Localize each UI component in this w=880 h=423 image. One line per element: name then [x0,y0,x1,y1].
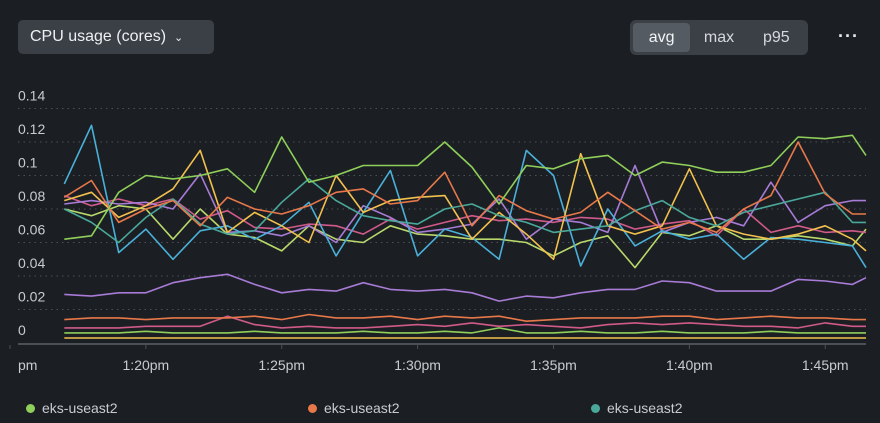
x-tick-label: pm [18,357,37,373]
y-tick-label: 0.04 [18,255,45,271]
chevron-down-icon: ⌄ [174,31,184,44]
x-tick-label: 1:40pm [666,357,713,373]
legend-label: eks-useast2 [324,400,400,416]
series-line [63,124,867,269]
legend-dot [26,403,35,413]
y-tick-label: 0.12 [18,121,45,137]
x-tick-label: 1:25pm [258,357,305,373]
x-tick-label: 1:20pm [123,357,170,373]
y-tick-label: 0.06 [18,222,45,238]
aggregation-toggle: avg max p95 [630,20,808,55]
y-tick-label: 0.14 [18,88,45,104]
legend-item[interactable]: eks-useast2 [26,400,117,416]
series-line [64,313,866,323]
legend-label: eks-useast2 [607,400,683,416]
y-tick-label: 0 [18,322,26,338]
x-tick-label: 1:30pm [394,357,441,373]
series-line [64,149,867,261]
series-line [64,327,866,334]
x-tick-label: 1:45pm [802,357,849,373]
series-line [64,194,867,237]
y-tick-label: 0.1 [18,155,38,171]
legend-label: eks-useast2 [42,400,118,416]
series-line [63,178,866,244]
x-tick-label: 1:35pm [530,357,577,373]
series-line [64,134,867,240]
aggregation-max[interactable]: max [703,28,735,46]
legend-item[interactable]: eks-useast2 [591,400,682,416]
metric-label: CPU usage (cores) [30,28,167,45]
aggregation-avg[interactable]: avg [633,23,691,52]
metric-selector[interactable]: CPU usage (cores) ⌄ [18,20,214,54]
legend-dot [591,403,600,413]
aggregation-p95[interactable]: p95 [762,28,790,46]
legend-dot [308,403,317,413]
series-line [63,141,866,234]
series-line [64,273,867,302]
more-options-icon[interactable]: ··· [838,26,859,46]
y-tick-label: 0.02 [18,289,45,305]
series-line [64,315,866,329]
legend-item[interactable]: eks-useast2 [308,400,399,416]
y-tick-label: 0.08 [18,188,45,204]
